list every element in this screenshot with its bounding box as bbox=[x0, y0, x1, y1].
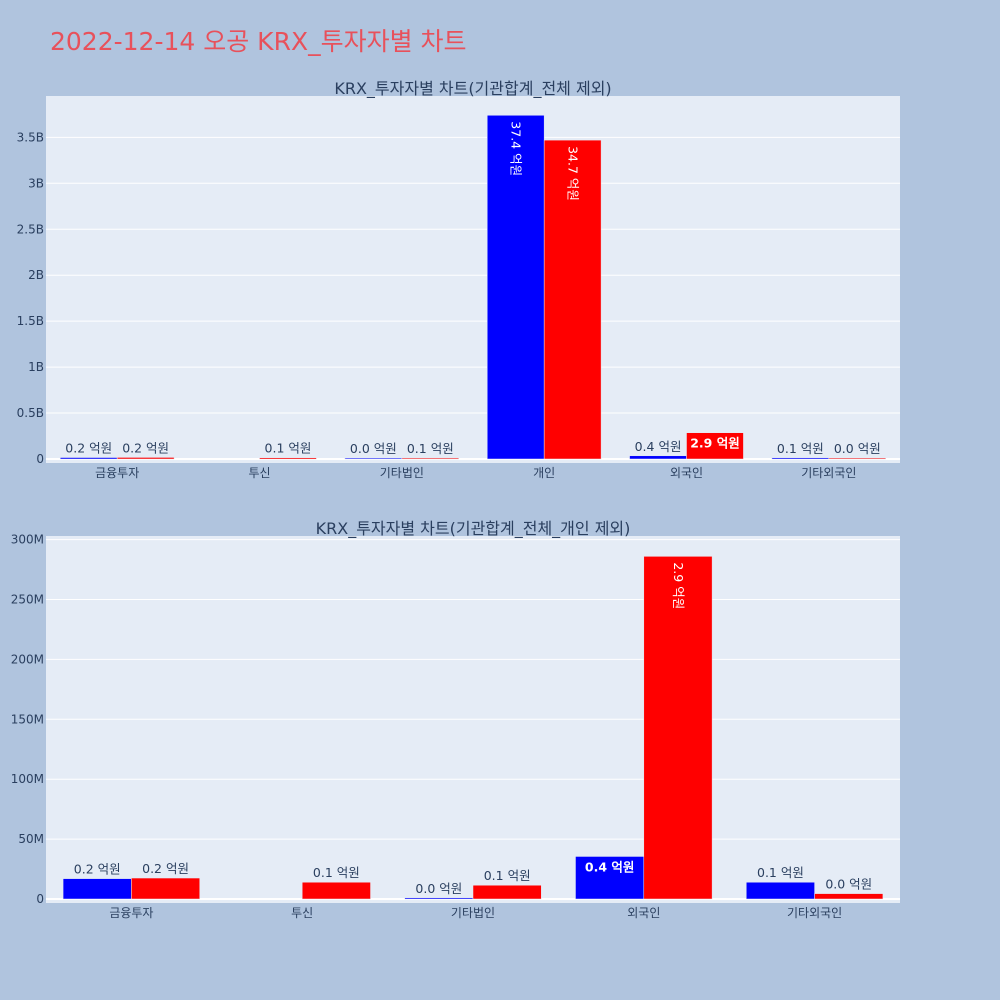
bar-value-label: 0.0 억원 bbox=[834, 441, 881, 456]
bar-value-label: 0.0 억원 bbox=[350, 441, 397, 456]
y-tick-label: 250M bbox=[11, 592, 44, 606]
bar-value-label: 0.1 억원 bbox=[777, 441, 824, 456]
page-title: 2022-12-14 오공 KRX_투자자별 차트 bbox=[50, 27, 467, 56]
y-tick-label: 3B bbox=[28, 176, 44, 190]
x-tick-label: 기타외국인 bbox=[801, 466, 856, 480]
bar bbox=[131, 877, 200, 900]
bar bbox=[543, 139, 602, 460]
bar bbox=[116, 457, 175, 460]
bar bbox=[259, 457, 317, 460]
y-tick-label: 150M bbox=[11, 712, 44, 726]
bar-value-label: 0.1 억원 bbox=[484, 868, 531, 883]
bar-value-label: 0.4 억원 bbox=[585, 859, 635, 874]
bar-value-label: 0.0 억원 bbox=[825, 877, 872, 892]
bar-value-label: 0.1 억원 bbox=[757, 865, 804, 880]
bar bbox=[686, 432, 744, 460]
y-tick-label: 200M bbox=[11, 652, 44, 666]
bar-value-label: 37.4 억원 bbox=[509, 121, 524, 176]
y-tick-label: 100M bbox=[11, 772, 44, 786]
bar-value-label: 2.9 억원 bbox=[690, 436, 740, 451]
bar bbox=[344, 457, 403, 460]
y-tick-label: 50M bbox=[18, 832, 44, 846]
y-tick-label: 0 bbox=[36, 452, 44, 466]
bar-value-label: 0.0 억원 bbox=[415, 881, 462, 896]
bar bbox=[771, 457, 830, 460]
bar-value-label: 0.1 억원 bbox=[313, 865, 360, 880]
x-tick-label: 기타법인 bbox=[380, 466, 424, 480]
bar-value-label: 2.9 억원 bbox=[671, 562, 686, 609]
x-tick-label: 개인 bbox=[533, 466, 555, 480]
bar-value-label: 0.4 억원 bbox=[635, 439, 682, 454]
bar bbox=[828, 457, 887, 460]
y-tick-label: 0.5B bbox=[17, 406, 44, 420]
bar-value-label: 34.7 억원 bbox=[566, 146, 581, 201]
y-tick-label: 2.5B bbox=[17, 222, 44, 236]
y-tick-label: 0 bbox=[36, 892, 44, 906]
x-tick-label: 투신 bbox=[248, 466, 270, 480]
bar bbox=[59, 457, 118, 460]
chart-krx-excluding-institutions: 0 0.5B 1B 1.5B 2B 2.5B 3B 3.5B KRX_투자자별 차트(기관합계_… bbox=[17, 79, 900, 480]
bar bbox=[62, 878, 132, 900]
x-tick-label: 투신 bbox=[291, 906, 313, 920]
bar bbox=[404, 897, 474, 900]
bar bbox=[401, 457, 460, 460]
y-tick-label: 2B bbox=[28, 268, 44, 282]
x-tick-label: 기타외국인 bbox=[787, 906, 842, 920]
bar bbox=[575, 856, 645, 900]
chart-krx-excluding-institutions-individuals: 0 50M 100M 150M 200M 250M 300M KRX_투자자별 차트(기관합계… bbox=[11, 519, 900, 920]
bar bbox=[643, 556, 713, 900]
bar bbox=[301, 881, 371, 900]
x-tick-label: 금융투자 bbox=[95, 466, 139, 480]
x-tick-label: 외국인 bbox=[627, 906, 660, 920]
x-tick-label: 외국인 bbox=[670, 466, 703, 480]
plot-area bbox=[46, 96, 900, 463]
chart-title: KRX_투자자별 차트(기관합계_전체 제외) bbox=[334, 79, 611, 99]
bar bbox=[486, 115, 545, 460]
y-tick-label: 1.5B bbox=[17, 314, 44, 328]
bar bbox=[814, 893, 884, 900]
bar-value-label: 0.1 억원 bbox=[265, 441, 312, 456]
bar-value-label: 0.2 억원 bbox=[74, 862, 121, 877]
bar-value-label: 0.1 억원 bbox=[407, 441, 454, 456]
x-tick-label: 기타법인 bbox=[451, 906, 495, 920]
bar-value-label: 0.2 억원 bbox=[65, 441, 112, 456]
bar bbox=[629, 455, 687, 460]
chart-title: KRX_투자자별 차트(기관합계_전체_개인 제외) bbox=[316, 519, 631, 539]
bar-value-label: 0.2 억원 bbox=[122, 440, 169, 455]
y-tick-label: 1B bbox=[28, 360, 44, 374]
bar-value-label: 0.2 억원 bbox=[142, 861, 189, 876]
bar bbox=[472, 884, 542, 900]
y-tick-label: 300M bbox=[11, 533, 44, 547]
bar bbox=[746, 881, 815, 900]
x-tick-label: 금융투자 bbox=[109, 906, 153, 920]
y-tick-label: 3.5B bbox=[17, 130, 44, 144]
